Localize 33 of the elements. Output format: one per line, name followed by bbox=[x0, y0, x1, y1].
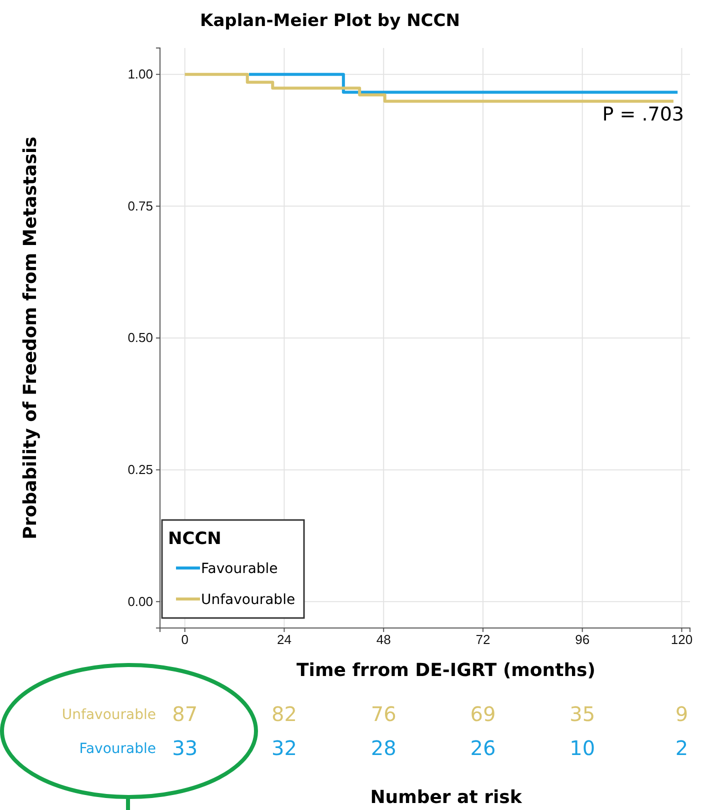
y-axis-title: Probability of Freedom from Metastasis bbox=[20, 136, 41, 540]
y-tick-label: 0.75 bbox=[128, 198, 153, 214]
text: 9 bbox=[675, 702, 688, 726]
text: 33 bbox=[172, 736, 198, 760]
text: Number at risk bbox=[370, 787, 523, 808]
text: 28 bbox=[370, 736, 396, 760]
text: Favourable bbox=[79, 741, 156, 757]
y-tick-label: 0.25 bbox=[128, 462, 153, 477]
x-tick-label: 96 bbox=[575, 632, 590, 648]
legend-label: Unfavourable bbox=[201, 592, 296, 608]
text: 10 bbox=[570, 736, 596, 760]
text: 2 bbox=[675, 736, 688, 760]
text: 87 bbox=[172, 702, 198, 726]
x-tick-label: 120 bbox=[670, 632, 693, 648]
x-tick-label: 48 bbox=[376, 632, 391, 648]
text: 26 bbox=[470, 736, 496, 760]
text: 76 bbox=[370, 702, 396, 726]
annotation: P = .703 bbox=[602, 103, 684, 126]
y-tick-label: 1.00 bbox=[128, 66, 153, 82]
x-tick-label: 24 bbox=[276, 632, 292, 648]
text: 69 bbox=[470, 702, 496, 726]
legend-label: Favourable bbox=[201, 561, 278, 577]
text: 82 bbox=[271, 702, 297, 726]
x-tick-label: 0 bbox=[181, 632, 188, 648]
y-tick-label: 0.50 bbox=[128, 330, 153, 346]
text: Unfavourable bbox=[62, 707, 156, 723]
x-tick-label: 72 bbox=[476, 632, 490, 648]
text: 32 bbox=[271, 736, 297, 760]
chart-title: Kaplan-Meier Plot by NCCN bbox=[200, 11, 460, 31]
text: 35 bbox=[570, 702, 596, 726]
y-tick-label: 0.00 bbox=[128, 594, 153, 609]
x-axis-title: Time frrom DE-IGRT (months) bbox=[296, 660, 596, 681]
legend-title: NCCN bbox=[168, 529, 222, 549]
